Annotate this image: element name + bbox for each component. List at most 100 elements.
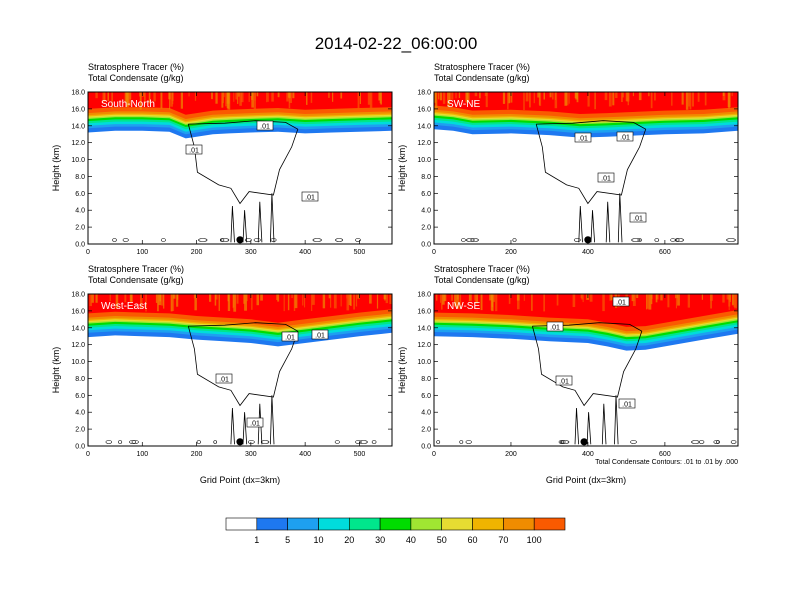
tracer-streak bbox=[554, 92, 558, 109]
tracer-streak bbox=[348, 294, 351, 306]
updraft-contour-0 bbox=[230, 205, 235, 243]
y-tick-label: 18.0 bbox=[71, 90, 85, 97]
x-tick-label: 400 bbox=[582, 451, 594, 458]
contour-label-box bbox=[246, 417, 264, 428]
tracer-streak bbox=[451, 92, 454, 100]
tracer-streak bbox=[91, 294, 94, 303]
tracer-streak bbox=[480, 294, 483, 311]
tracer-streak bbox=[608, 92, 612, 107]
ground-contour bbox=[220, 238, 230, 242]
contour-label: .01 bbox=[578, 136, 588, 143]
updraft-contour-3 bbox=[270, 193, 275, 243]
location-marker bbox=[580, 438, 588, 446]
tracer-streak bbox=[523, 92, 525, 110]
tracer-streak bbox=[447, 92, 451, 107]
panel-header-condensate: Total Condensate (g/kg) bbox=[434, 73, 530, 83]
panel-1: .01 .01 .01 .01 0.0 2.0 4.0 6.0 8.0 10.0 12.0 14.0 1… bbox=[397, 62, 739, 256]
tracer-streak bbox=[442, 92, 446, 104]
contour-label-box bbox=[612, 296, 630, 307]
tracer-streak bbox=[468, 92, 470, 101]
y-tick-label: 10.0 bbox=[417, 157, 431, 164]
tracer-streak bbox=[615, 92, 618, 98]
tracer-streak bbox=[648, 294, 652, 310]
location-marker bbox=[584, 236, 592, 244]
tracer-streak bbox=[552, 92, 554, 100]
panel-header-condensate: Total Condensate (g/kg) bbox=[88, 73, 184, 83]
tracer-streak bbox=[543, 92, 545, 100]
contour-label: .01 bbox=[285, 335, 295, 342]
tracer-streak bbox=[576, 92, 579, 103]
ground-contour bbox=[112, 238, 117, 242]
y-tick-label: 18.0 bbox=[417, 292, 431, 299]
tracer-streak bbox=[529, 92, 531, 108]
tracer-streak bbox=[455, 92, 457, 99]
tracer-streak bbox=[459, 294, 462, 310]
tracer-streak bbox=[238, 92, 240, 97]
tracer-streak bbox=[225, 92, 227, 107]
ground-contour bbox=[196, 440, 201, 444]
tracer-streak bbox=[267, 92, 269, 102]
tracer-streak bbox=[218, 294, 220, 299]
tracer-streak bbox=[572, 294, 576, 307]
tracer-streak bbox=[610, 294, 613, 301]
tracer-streak bbox=[287, 294, 290, 311]
tracer-streak bbox=[660, 294, 663, 301]
tracer-streak bbox=[251, 294, 253, 310]
y-tick-label: 4.0 bbox=[421, 410, 431, 417]
contour-label: .01 bbox=[305, 195, 315, 202]
tracer-streak bbox=[369, 294, 372, 304]
tracer-streak bbox=[211, 92, 213, 100]
tracer-streak bbox=[677, 294, 680, 306]
tracer-streak bbox=[180, 92, 183, 109]
tracer-streak bbox=[612, 92, 615, 106]
tracer-streak bbox=[439, 92, 443, 101]
tracer-streak bbox=[379, 92, 381, 104]
tracer-streak bbox=[126, 92, 130, 107]
updraft-contour-0 bbox=[578, 205, 583, 243]
tracer-streak bbox=[604, 92, 608, 101]
ground-contour bbox=[129, 440, 137, 444]
location-marker bbox=[236, 438, 244, 446]
tracer-streak bbox=[675, 294, 677, 309]
contour-label-box bbox=[555, 375, 573, 386]
tracer-streak bbox=[226, 92, 230, 104]
tracer-streak bbox=[722, 92, 725, 96]
tracer-streak bbox=[646, 294, 648, 310]
contour-label: .01 bbox=[622, 402, 632, 409]
tracer-streak bbox=[440, 294, 442, 303]
x-tick-label: 500 bbox=[354, 249, 366, 256]
tracer-streak bbox=[491, 294, 494, 312]
contour-label-box bbox=[281, 331, 299, 342]
tracer-streak bbox=[169, 92, 171, 110]
tracer-streak bbox=[523, 294, 525, 301]
tracer-streak bbox=[369, 92, 373, 108]
tracer-streak bbox=[687, 92, 691, 107]
ground-contour bbox=[730, 440, 737, 444]
y-tick-label: 0.0 bbox=[421, 242, 431, 249]
tracer-streak bbox=[294, 294, 298, 309]
contour-label-box bbox=[215, 373, 233, 384]
colorbar-label: 50 bbox=[437, 535, 447, 545]
x-tick-label: 300 bbox=[245, 451, 257, 458]
tracer-streak bbox=[355, 294, 358, 307]
updraft-contour-1 bbox=[242, 210, 248, 243]
tracer-streak bbox=[215, 92, 218, 104]
y-tick-label: 14.0 bbox=[417, 325, 431, 332]
tracer-streak bbox=[646, 294, 649, 309]
tracer-streak bbox=[218, 294, 220, 311]
tracer-streak bbox=[148, 92, 151, 104]
y-tick-label: 16.0 bbox=[71, 106, 85, 113]
contour-label-box bbox=[185, 144, 203, 155]
tracer-streak bbox=[233, 294, 236, 310]
panel-header-tracer: Stratosphere Tracer (%) bbox=[434, 62, 530, 72]
tracer-streak bbox=[449, 92, 452, 101]
y-axis-label: Height (km) bbox=[397, 145, 407, 192]
updraft-contour-1 bbox=[586, 412, 592, 445]
tracer-streak bbox=[581, 294, 584, 300]
panel-label: SW-NE bbox=[447, 99, 480, 110]
contour-label: .01 bbox=[250, 421, 260, 428]
contour-label: .01 bbox=[633, 216, 643, 223]
panel-header-tracer: Stratosphere Tracer (%) bbox=[88, 62, 184, 72]
ground-contour bbox=[355, 238, 361, 242]
tracer-streak bbox=[306, 92, 308, 105]
